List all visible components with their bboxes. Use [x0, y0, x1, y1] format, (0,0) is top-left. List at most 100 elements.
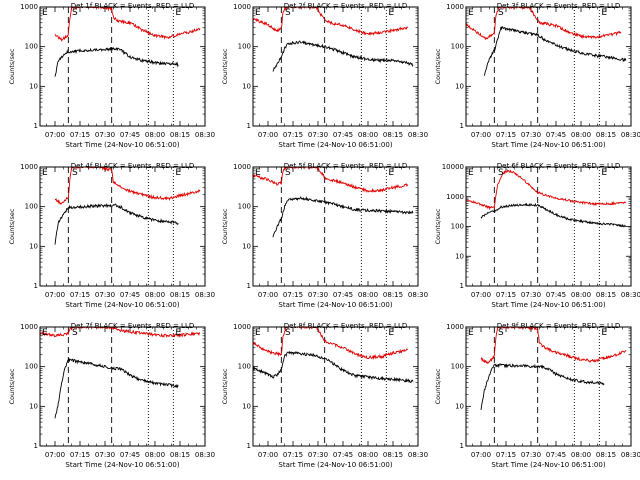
- x-tick-label: 08:00: [571, 451, 591, 459]
- x-tick-label: 07:30: [95, 131, 115, 139]
- y-tick-label: 1: [247, 282, 251, 290]
- y-axis-label: Counts/sec: [8, 368, 16, 404]
- y-tick-label: 1000: [20, 323, 38, 331]
- event-marker-label: E: [601, 8, 607, 18]
- x-tick-label: 07:15: [496, 291, 516, 299]
- x-axis-label: Start Time (24-Nov-10 06:51:00): [491, 301, 605, 309]
- event-marker-label: E: [468, 8, 474, 18]
- detector-panel-8: Det 8f BLACK = Events, RED = LLD 1 10 100 10…: [221, 322, 428, 469]
- x-tick-label: 08:30: [195, 291, 215, 299]
- events-series-line: [480, 363, 605, 411]
- panel-title: Det 5f BLACK = Events, RED = LLD: [284, 162, 407, 170]
- x-tick-label: 07:30: [308, 131, 328, 139]
- event-marker-label: E: [175, 168, 181, 178]
- y-tick-label: 1000: [20, 3, 38, 11]
- x-axis-label: Start Time (24-Nov-10 06:51:00): [278, 301, 392, 309]
- x-tick-label: 08:30: [621, 291, 640, 299]
- lld-series-line: [466, 169, 626, 211]
- y-tick-label: 1000: [233, 3, 251, 11]
- plot-area: [466, 7, 627, 126]
- x-tick-label: 07:30: [308, 291, 328, 299]
- y-tick-label: 10: [29, 402, 38, 410]
- x-tick-label: 07:15: [496, 451, 516, 459]
- panel-title: Det 6f BLACK = Events, RED = LLD: [497, 162, 620, 170]
- events-series-line: [480, 202, 627, 228]
- x-tick-label: 08:15: [596, 131, 616, 139]
- x-tick-label: 07:15: [70, 131, 90, 139]
- y-tick-label: 10: [242, 82, 251, 90]
- x-tick-label: 08:15: [596, 291, 616, 299]
- event-marker-label: E: [175, 8, 181, 18]
- y-tick-label: 100: [451, 363, 464, 371]
- event-marker-label: E: [388, 168, 394, 178]
- x-tick-label: 08:00: [145, 451, 165, 459]
- x-tick-label: 07:00: [258, 291, 278, 299]
- x-axis-label: Start Time (24-Nov-10 06:51:00): [491, 141, 605, 149]
- x-tick-label: 07:30: [308, 451, 328, 459]
- events-series-line: [54, 203, 179, 245]
- event-marker-label: E: [255, 328, 261, 338]
- y-tick-label: 10: [455, 402, 464, 410]
- x-tick-label: 07:15: [70, 291, 90, 299]
- x-axis-label: Start Time (24-Nov-10 06:51:00): [278, 461, 392, 469]
- x-tick-label: 07:45: [546, 131, 566, 139]
- x-tick-label: 08:15: [383, 451, 403, 459]
- x-tick-label: 07:00: [471, 451, 491, 459]
- panel-title: Det 8f BLACK = Events, RED = LLD: [284, 322, 407, 330]
- x-tick-label: 07:45: [120, 131, 140, 139]
- x-tick-label: 08:30: [195, 451, 215, 459]
- event-marker-label: S: [72, 168, 78, 178]
- events-series-line: [253, 350, 414, 384]
- y-tick-label: 100: [451, 43, 464, 51]
- x-tick-label: 08:00: [358, 451, 378, 459]
- x-tick-label: 07:00: [45, 131, 65, 139]
- x-tick-label: 07:00: [45, 291, 65, 299]
- event-marker-label: E: [175, 328, 181, 338]
- lld-series-line: [253, 7, 409, 36]
- x-tick-label: 07:00: [258, 451, 278, 459]
- x-tick-label: 07:45: [546, 291, 566, 299]
- y-tick-label: 100: [25, 203, 38, 211]
- event-marker-label: S: [72, 328, 78, 338]
- x-tick-label: 07:15: [496, 131, 516, 139]
- panel-title: Det 9f BLACK = Events, RED = LLD: [497, 322, 620, 330]
- y-tick-label: 10: [455, 252, 464, 260]
- event-marker-label: E: [388, 328, 394, 338]
- y-tick-label: 1: [34, 282, 38, 290]
- y-tick-label: 1: [247, 442, 251, 450]
- y-tick-label: 100: [238, 43, 251, 51]
- y-tick-label: 1: [460, 122, 464, 130]
- x-tick-label: 07:30: [95, 451, 115, 459]
- x-tick-label: 07:00: [45, 451, 65, 459]
- plot-frame: [39, 6, 206, 127]
- event-marker-label: E: [468, 168, 474, 178]
- x-tick-label: 07:15: [283, 291, 303, 299]
- plot-area: [253, 167, 414, 286]
- x-tick-label: 08:00: [145, 131, 165, 139]
- event-marker-label: S: [285, 168, 291, 178]
- event-marker-label: S: [498, 8, 504, 18]
- y-axis-label: Counts/sec: [434, 208, 442, 244]
- x-tick-label: 07:00: [471, 131, 491, 139]
- y-tick-label: 1: [34, 442, 38, 450]
- y-tick-label: 1000: [446, 193, 464, 201]
- y-tick-label: 100: [25, 43, 38, 51]
- plot-area: [466, 167, 627, 286]
- y-tick-label: 10: [455, 82, 464, 90]
- y-axis-label: Counts/sec: [8, 48, 16, 84]
- detector-panel-5: Det 5f BLACK = Events, RED = LLD 1 10 100 10…: [221, 162, 428, 309]
- plot-area: [40, 327, 201, 446]
- lld-series-line: [480, 327, 627, 365]
- panel-title: Det 2f BLACK = Events, RED = LLD: [284, 2, 407, 10]
- y-tick-label: 1: [34, 122, 38, 130]
- plot-frame: [465, 326, 632, 447]
- event-marker-label: E: [42, 168, 48, 178]
- y-axis-label: Counts/sec: [434, 48, 442, 84]
- x-tick-label: 07:15: [283, 131, 303, 139]
- plot-frame: [39, 326, 206, 447]
- event-marker-label: E: [255, 8, 261, 18]
- detector-panel-4: Det 4f BLACK = Events, RED = LLD 1 10 100 10…: [8, 162, 215, 309]
- x-tick-label: 07:15: [70, 451, 90, 459]
- x-tick-label: 08:30: [408, 131, 428, 139]
